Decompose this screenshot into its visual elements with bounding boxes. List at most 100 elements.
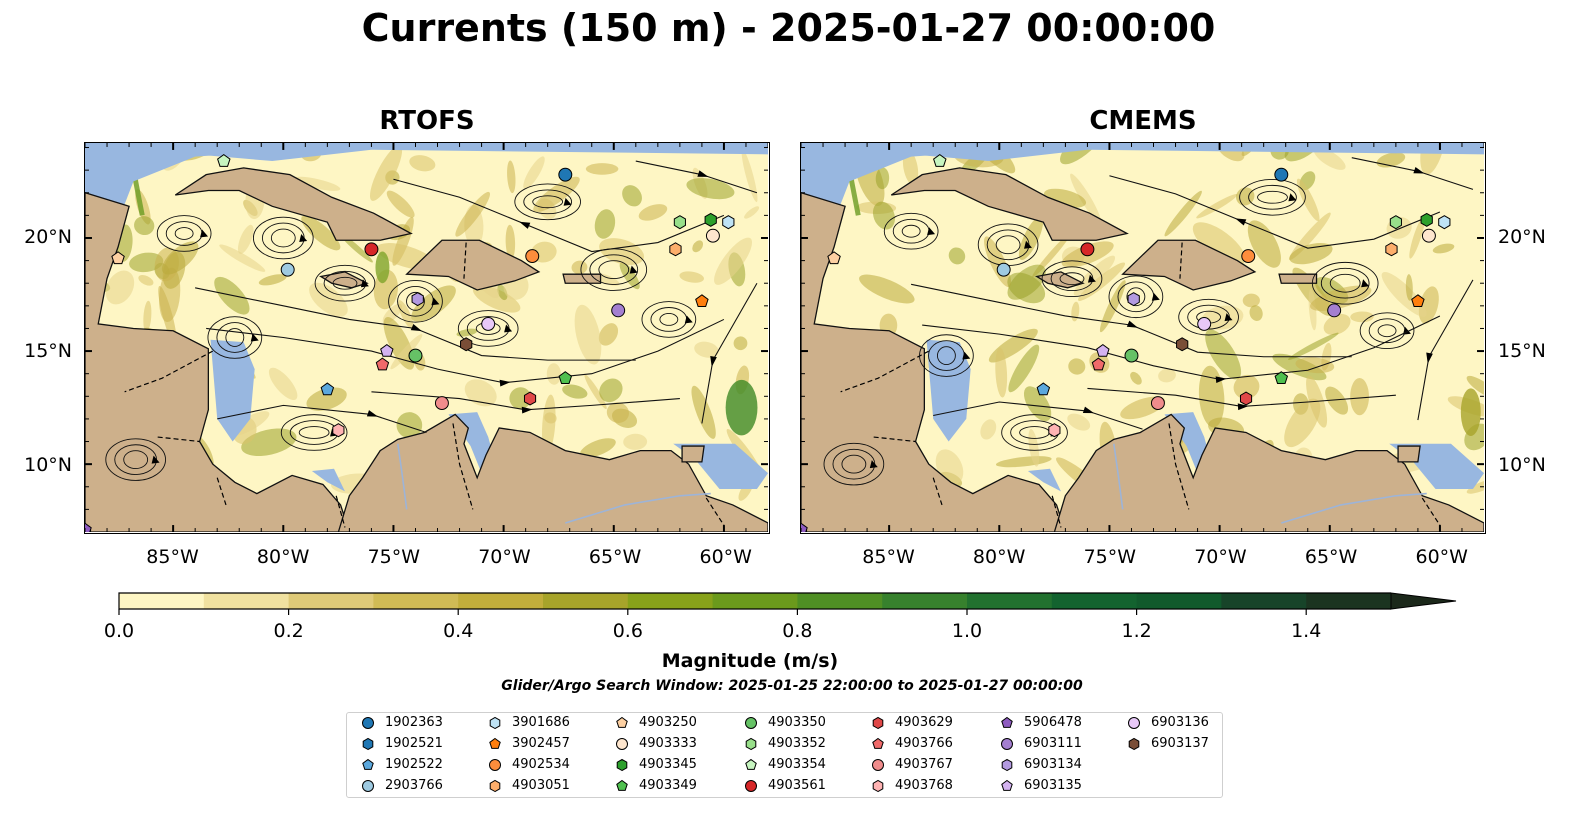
platform-marker-2903766[interactable] bbox=[280, 262, 295, 277]
platform-marker-6903136[interactable] bbox=[481, 316, 496, 331]
platform-marker-5906478[interactable] bbox=[801, 522, 808, 532]
legend-item-6903111: 6903111 bbox=[1000, 736, 1082, 751]
platform-marker-3901686[interactable] bbox=[722, 215, 735, 230]
platform-marker-4903349[interactable] bbox=[1274, 371, 1289, 384]
platform-marker-6903134[interactable] bbox=[411, 292, 424, 307]
legend-item-4903349: 4903349 bbox=[615, 778, 697, 793]
platform-marker-4903561[interactable] bbox=[364, 242, 379, 257]
lon-tick-label-left: 60°W bbox=[699, 546, 752, 568]
platform-marker-6903111[interactable] bbox=[1327, 303, 1342, 318]
platform-marker-4902534[interactable] bbox=[1241, 249, 1256, 264]
platform-marker-6903137[interactable] bbox=[460, 337, 473, 352]
platform-marker-4903345[interactable] bbox=[1420, 212, 1433, 227]
platform-marker-3902457[interactable] bbox=[695, 294, 709, 308]
platform-marker-4903766[interactable] bbox=[1091, 357, 1106, 371]
platform-marker-4903767[interactable] bbox=[434, 396, 449, 411]
legend-marker-icon bbox=[489, 716, 501, 729]
platform-marker-2903766[interactable] bbox=[996, 262, 1011, 277]
legend-label: 6903135 bbox=[1024, 778, 1082, 793]
lon-tick-label-left: 70°W bbox=[478, 546, 531, 568]
lon-tick-label-right: 75°W bbox=[1083, 546, 1137, 568]
platform-marker-4903352[interactable] bbox=[673, 215, 686, 230]
land-cuba bbox=[890, 167, 1129, 241]
colorbar-tick-label: 1.0 bbox=[951, 620, 983, 642]
figure-title: Currents (150 m) - 2025-01-27 00:00:00 bbox=[361, 6, 1216, 50]
platform-marker-6903134[interactable] bbox=[1127, 292, 1140, 307]
legend-marker-icon bbox=[616, 779, 628, 791]
platform-marker-4903629[interactable] bbox=[523, 391, 537, 406]
lon-tick-label-right: 85°W bbox=[862, 546, 915, 568]
platform-marker-4903350[interactable] bbox=[1124, 348, 1139, 363]
legend-marker-icon bbox=[489, 758, 501, 771]
colorbar-tick-label: 0.4 bbox=[443, 620, 474, 642]
legend-marker-icon bbox=[745, 737, 757, 750]
platform-marker-6903135[interactable] bbox=[380, 344, 394, 357]
legend-item-4903333: 4903333 bbox=[615, 736, 697, 751]
lat-tick-label-right: 15°N bbox=[1498, 339, 1546, 362]
lon-tick-label-right: 70°W bbox=[1194, 546, 1247, 568]
platform-marker-4903354[interactable] bbox=[933, 153, 947, 167]
legend-item-4903250: 4903250 bbox=[615, 715, 697, 730]
platform-marker-6903137[interactable] bbox=[1176, 337, 1189, 352]
platform-marker-4903766[interactable] bbox=[375, 357, 390, 371]
map-panel-rtofs[interactable] bbox=[84, 142, 770, 534]
legend-label: 5906478 bbox=[1024, 715, 1082, 730]
platform-marker-5906478[interactable] bbox=[85, 522, 92, 532]
platform-marker-1902363[interactable] bbox=[558, 167, 573, 182]
platform-marker-4903250[interactable] bbox=[827, 251, 841, 265]
platform-marker-4903767[interactable] bbox=[1150, 396, 1165, 411]
land-south-america bbox=[337, 413, 768, 532]
legend-marker-icon bbox=[1128, 737, 1140, 750]
platform-marker-6903136[interactable] bbox=[1197, 316, 1212, 331]
platform-marker-3902457[interactable] bbox=[1411, 294, 1425, 308]
platform-marker-4903354[interactable] bbox=[217, 153, 231, 167]
colorbar-tick-label: 0.6 bbox=[612, 620, 643, 642]
country-borders bbox=[840, 242, 1441, 528]
platform-marker-4903345[interactable] bbox=[704, 212, 717, 227]
platform-marker-4903333[interactable] bbox=[705, 228, 720, 243]
platform-marker-4902534[interactable] bbox=[525, 249, 540, 264]
platform-marker-4903349[interactable] bbox=[558, 371, 573, 384]
platform-marker-4903250[interactable] bbox=[111, 251, 125, 265]
platform-marker-6903111[interactable] bbox=[611, 303, 626, 318]
legend-item-4903766: 4903766 bbox=[871, 736, 953, 751]
platform-marker-4903051[interactable] bbox=[1385, 242, 1398, 257]
shallow-water-mask bbox=[85, 143, 768, 492]
legend-item-5906478: 5906478 bbox=[1000, 715, 1082, 730]
lon-tick-label-right: 60°W bbox=[1415, 546, 1468, 568]
legend-item-4903561: 4903561 bbox=[744, 778, 826, 793]
platform-marker-4903629[interactable] bbox=[1239, 391, 1253, 406]
legend-label: 4903350 bbox=[768, 715, 826, 730]
platform-marker-1902522[interactable] bbox=[1036, 382, 1051, 396]
platform-marker-6903135[interactable] bbox=[1096, 344, 1110, 357]
panel-title-cmems: CMEMS bbox=[1089, 106, 1197, 136]
platform-marker-1902522[interactable] bbox=[320, 382, 335, 396]
land bbox=[85, 167, 768, 532]
platform-marker-4903768[interactable] bbox=[1048, 423, 1061, 438]
legend-marker-icon bbox=[362, 737, 374, 750]
map-panel-cmems[interactable] bbox=[800, 142, 1486, 534]
platform-marker-1902363[interactable] bbox=[1274, 167, 1289, 182]
lon-tick-label-left: 85°W bbox=[146, 546, 199, 568]
platform-marker-3901686[interactable] bbox=[1438, 215, 1451, 230]
platform-marker-4903352[interactable] bbox=[1389, 215, 1402, 230]
platform-marker-4903333[interactable] bbox=[1421, 228, 1436, 243]
legend: 1902363 1902521 1902522 2903766 3901686 39024… bbox=[346, 712, 1223, 798]
legend-item-4903352: 4903352 bbox=[744, 736, 826, 751]
colorbar-tick-label: 1.2 bbox=[1121, 620, 1152, 642]
platform-marker-4903768[interactable] bbox=[332, 423, 345, 438]
lat-tick-label-left: 20°N bbox=[24, 225, 72, 248]
lon-tick-label-left: 80°W bbox=[256, 546, 310, 568]
legend-item-6903134: 6903134 bbox=[1000, 757, 1082, 772]
land-puerto-rico bbox=[1278, 273, 1318, 284]
platform-markers bbox=[85, 153, 735, 532]
legend-item-4902534: 4902534 bbox=[488, 757, 570, 772]
legend-item-3901686: 3901686 bbox=[488, 715, 570, 730]
legend-item-6903137: 6903137 bbox=[1127, 736, 1209, 751]
legend-marker-icon bbox=[362, 716, 374, 729]
legend-label: 4903352 bbox=[768, 736, 826, 751]
legend-item-2903766: 2903766 bbox=[361, 778, 443, 793]
platform-marker-4903051[interactable] bbox=[669, 242, 682, 257]
platform-marker-4903561[interactable] bbox=[1080, 242, 1095, 257]
platform-marker-4903350[interactable] bbox=[408, 348, 423, 363]
